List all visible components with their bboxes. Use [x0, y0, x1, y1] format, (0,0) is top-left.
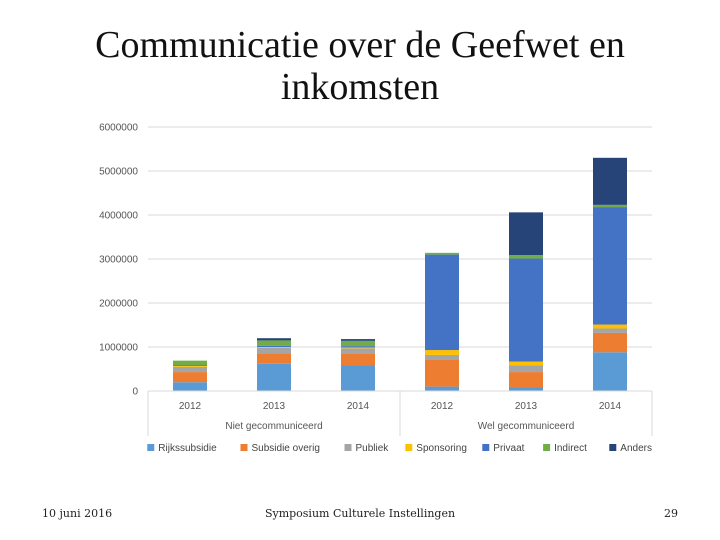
legend-label: Subsidie overig: [252, 443, 320, 454]
y-tick-label: 5000000: [99, 167, 138, 178]
bar-segment-anders: [341, 339, 375, 341]
bar-segment-rijkssubsidie: [173, 382, 207, 391]
bar-segment-indirect: [173, 360, 207, 366]
x-tick-label: 2014: [599, 401, 622, 412]
grid-layer: [148, 126, 652, 392]
bar-segment-indirect: [509, 255, 543, 259]
page-number: 29: [664, 507, 678, 520]
y-tick-label: 4000000: [99, 211, 138, 222]
legend-label: Sponsoring: [416, 443, 467, 454]
bar-segment-sponsoring: [593, 324, 627, 329]
legend-swatch: [147, 444, 155, 451]
legend-layer: Rijkssubsidie Subsidie overig Publiek Spons…: [147, 443, 652, 454]
bar-segment-publiek: [257, 347, 291, 354]
bar-segment-indirect: [341, 340, 375, 347]
bar-segment-indirect: [593, 204, 627, 208]
bar-segment-sponsoring: [257, 347, 291, 348]
x-tick-label: 2013: [515, 401, 538, 412]
y-tick-label: 6000000: [99, 123, 138, 134]
bar-segment-rijkssubsidie: [425, 386, 459, 391]
legend-label: Anders: [620, 443, 652, 454]
x-tick-label: 2012: [431, 401, 454, 412]
y-tick-label: 0: [132, 387, 138, 398]
footer-event: Symposium Culturele Instellingen: [264, 507, 456, 520]
slide-title-line-1: Communicatie over de Geefwet en: [95, 24, 625, 66]
stacked-bar-chart: 0 1000000 2000000 3000000 4000000 5000000 6000…: [99, 123, 653, 454]
bar-segment-anders: [593, 157, 627, 205]
legend-swatch: [482, 444, 490, 451]
legend-swatch: [609, 444, 617, 451]
legend-swatch: [344, 444, 352, 451]
slide-title: Communicatie over de Geefwet en inkomste…: [0, 24, 720, 108]
footer-date: 10 juni 2016: [42, 507, 113, 520]
group-label: Niet gecommuniceerd: [225, 421, 322, 432]
bar-segment-rijkssubsidie: [341, 365, 375, 391]
bar-segment-subsidie-overig: [341, 353, 375, 366]
bar-segment-privaat: [593, 207, 627, 325]
bar-segment-privaat: [425, 254, 459, 351]
bar-segment-anders: [509, 212, 543, 256]
bar-segment-subsidie-overig: [173, 372, 207, 383]
bar-segment-anders: [257, 338, 291, 341]
bar-segment-rijkssubsidie: [257, 363, 291, 391]
bar-segment-publiek: [425, 354, 459, 360]
legend-label: Publiek: [356, 443, 390, 454]
x-tick-label: 2013: [263, 401, 286, 412]
bar-segment-privaat: [173, 365, 207, 366]
bar-segment-sponsoring: [509, 361, 543, 366]
bar-segment-sponsoring: [173, 365, 207, 367]
bar-segment-subsidie-overig: [509, 372, 543, 388]
y-tick-label: 2000000: [99, 299, 138, 310]
bar-segment-indirect: [257, 340, 291, 346]
bar-segment-rijkssubsidie: [509, 387, 543, 391]
x-tick-label: 2012: [179, 401, 202, 412]
bar-layer: [173, 157, 627, 391]
bar-segment-sponsoring: [425, 350, 459, 355]
bar-segment-publiek: [593, 328, 627, 333]
axis-layer: 0 1000000 2000000 3000000 4000000 5000000 6000…: [99, 123, 653, 436]
legend-label: Privaat: [493, 443, 524, 454]
bar-segment-privaat: [257, 345, 291, 347]
slide-title-line-2: inkomsten: [280, 66, 440, 108]
x-tick-label: 2014: [347, 401, 370, 412]
bar-segment-publiek: [341, 348, 375, 354]
bar-segment-subsidie-overig: [593, 332, 627, 353]
y-tick-label: 3000000: [99, 255, 138, 266]
bar-segment-rijkssubsidie: [593, 352, 627, 391]
bar-segment-publiek: [173, 366, 207, 373]
legend-swatch: [240, 444, 248, 451]
legend-label: Rijkssubsidie: [158, 443, 217, 454]
legend-label: Indirect: [554, 443, 587, 454]
bar-segment-privaat: [341, 346, 375, 348]
y-tick-label: 1000000: [99, 343, 138, 354]
bar-segment-sponsoring: [341, 347, 375, 349]
legend-swatch: [543, 444, 551, 451]
bar-segment-indirect: [425, 252, 459, 255]
group-label: Wel gecommuniceerd: [478, 421, 575, 432]
bar-segment-publiek: [509, 365, 543, 373]
bar-segment-subsidie-overig: [425, 359, 459, 387]
bar-segment-privaat: [509, 258, 543, 362]
bar-segment-subsidie-overig: [257, 353, 291, 364]
legend-swatch: [405, 444, 413, 451]
